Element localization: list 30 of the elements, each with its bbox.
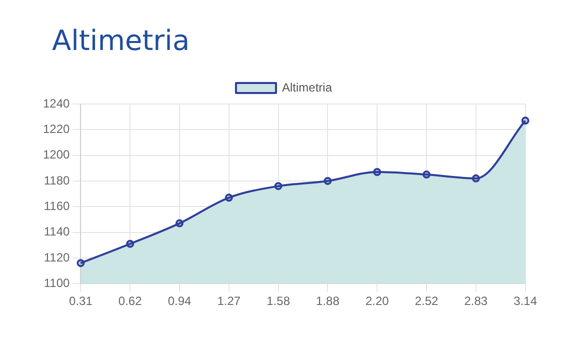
x-tick-label: 2.20: [365, 294, 390, 308]
x-tick-label: 0.94: [168, 294, 192, 308]
x-tick-label: 0.31: [69, 294, 93, 308]
y-tick-label: 1100: [44, 276, 70, 290]
x-tick-label: 0.62: [118, 294, 142, 308]
y-tick-label: 1140: [44, 224, 70, 239]
x-tick-label: 1.88: [316, 294, 340, 308]
point: [224, 194, 233, 202]
point: [126, 240, 134, 248]
chart-title: Altimetria: [52, 24, 190, 57]
y-tick-label: 1200: [42, 148, 70, 162]
point: [373, 168, 382, 176]
y-tick-label: 1180: [44, 173, 70, 188]
point: [274, 182, 282, 190]
y-tick-label: 1240: [42, 96, 70, 110]
y-tick-label: 1160: [44, 198, 70, 213]
x-tick-label: 1.27: [217, 294, 241, 308]
x-tick-label: 2.52: [414, 294, 439, 308]
y-tick-label: 1220: [42, 122, 70, 136]
point: [76, 259, 85, 268]
point: [324, 176, 332, 185]
point: [521, 116, 530, 125]
x-tick-label: 3.14: [514, 294, 538, 308]
point: [176, 219, 184, 228]
y-tick-label: 1120: [44, 250, 70, 264]
x-tick-label: 1.58: [266, 294, 290, 308]
point: [472, 174, 480, 182]
legend-label: Altimetria: [282, 80, 332, 94]
x-tick-label: 2.83: [464, 294, 488, 308]
point: [422, 170, 431, 179]
